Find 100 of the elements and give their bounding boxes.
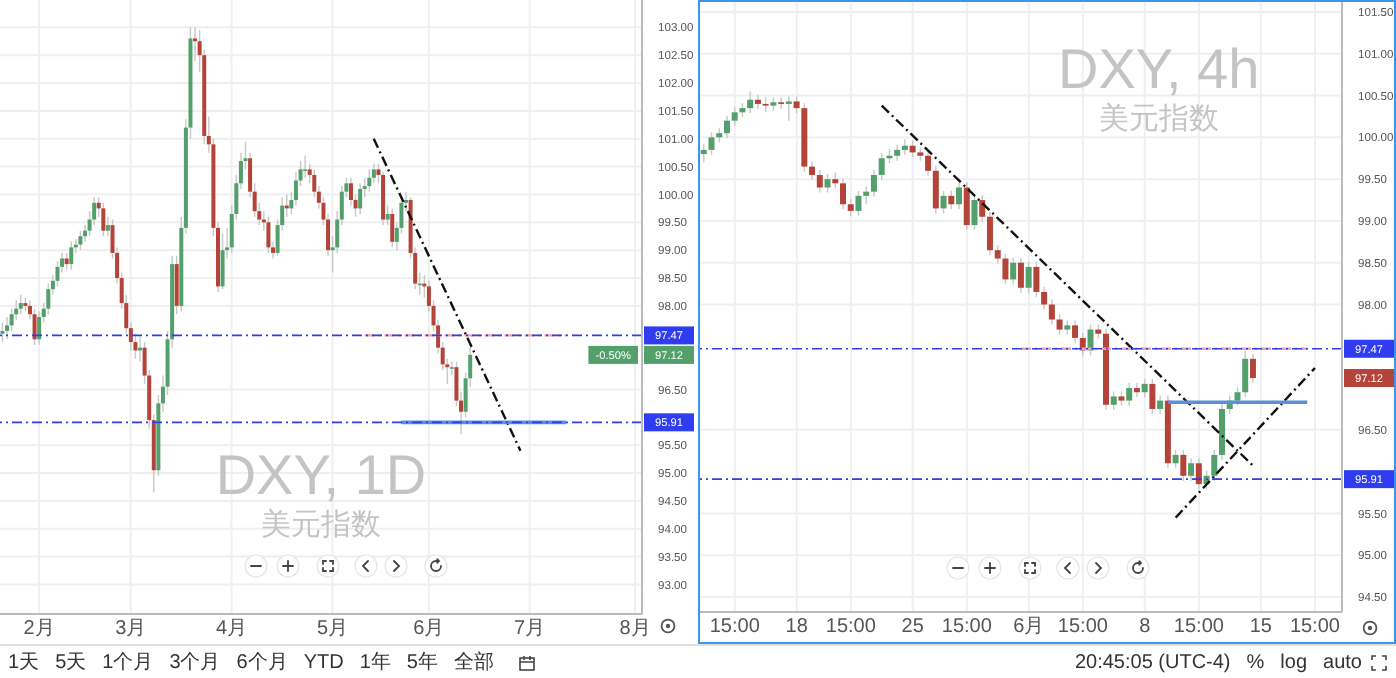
candlestick [1141,378,1148,398]
text: YTD [303,651,344,673]
x-tick-label: 8月 [619,618,651,641]
candlestick [1110,390,1117,411]
candlestick [9,307,14,332]
candlestick [381,171,386,226]
candlestick [32,307,37,346]
x-tick-label: 4月 [216,618,248,641]
candlestick [1195,457,1202,490]
text: 20:45:05 (UTC-4) [1074,651,1231,673]
candlestick [358,182,363,215]
x-tick-label: 2月 [23,618,55,641]
candlestick [747,90,754,114]
annotation: DXY, 4h [1055,38,1262,102]
candlestick [963,181,970,231]
candlestick [840,177,846,210]
candlestick [101,202,106,237]
x-tick-label: 7月 [514,618,546,641]
text: 1个月 [102,650,154,676]
text: log [1280,651,1308,673]
candlestick [55,260,60,288]
text: 1年 [359,650,391,676]
candlestick [78,229,83,251]
candlestick [932,165,939,215]
candlestick [700,143,707,164]
candlestick [1048,298,1055,326]
candlestick [816,169,823,194]
candlestick [1133,382,1140,398]
candlestick [1219,403,1226,461]
candlestick [1249,353,1256,384]
candlestick [855,190,862,217]
candlestick [390,207,395,249]
x-tick-label: 25 [901,616,925,639]
candlestick [0,321,5,343]
x-tick-label: 3月 [115,618,147,641]
candlestick [948,190,955,210]
candlestick [303,154,308,179]
x-tick-label: 6月 [413,618,445,641]
candlestick [994,244,1001,265]
candlestick [1172,449,1179,469]
candlestick [870,169,877,198]
text: 3个月 [169,650,221,676]
candlestick [5,316,10,341]
candlestick [731,106,738,127]
candlestick [723,114,730,139]
candlestick [37,310,42,346]
candlestick [708,131,715,156]
candlestick [367,168,372,193]
candlestick [1041,286,1048,311]
x-tick-label: 18 [785,616,809,639]
candlestick [956,181,963,210]
annotation: 美元指数 [1096,102,1221,137]
candlestick [901,138,908,156]
candlestick [1072,319,1079,344]
text: 5天 [55,650,87,676]
x-tick-label: 15:00 [825,616,877,639]
candlestick [1188,457,1195,482]
text: % [1246,651,1265,673]
x-tick-label: 8 [1139,616,1152,639]
candlestick [824,173,831,194]
candlestick [925,150,932,177]
candlestick [986,211,993,256]
candlestick [1126,382,1133,407]
x-tick-label: 15 [1249,616,1273,639]
candlestick [18,294,23,315]
candlestick [1149,378,1156,415]
candlestick [894,144,901,162]
x-tick-label: 5月 [316,618,349,641]
candlestick [971,194,978,231]
text: auto [1323,651,1362,673]
candlestick [979,194,986,223]
candlestick [940,190,947,215]
candlestick [1002,252,1009,286]
candlestick [1242,349,1249,398]
x-tick-label: 15:00 [1289,616,1341,639]
text: 6个月 [236,650,288,676]
candlestick [1025,261,1032,294]
text: 1天 [8,650,40,676]
candlestick [69,241,74,271]
x-tick-label: 15:00 [941,616,993,639]
x-tick-label: 6月 [1013,616,1045,639]
text: 5年 [406,650,438,676]
candlestick [1017,257,1024,294]
candlestick [1211,449,1218,482]
text: 全部 [453,649,494,676]
candlestick [1010,257,1017,286]
candlestick [1157,394,1164,415]
x-tick-label: 15:00 [1057,616,1109,639]
x-tick-label: 15:00 [1173,616,1225,639]
candlestick [754,94,761,110]
candlestick [46,282,51,315]
candlestick [1033,261,1040,298]
annotation: 美元指数 [259,508,383,543]
candlestick [371,163,376,185]
x-tick-label: 15:00 [709,616,761,639]
candlestick [1056,313,1063,336]
candlestick [1180,449,1187,482]
annotation: DXY, 1D [213,444,429,508]
candlestick [809,160,816,181]
candlestick [778,96,785,110]
